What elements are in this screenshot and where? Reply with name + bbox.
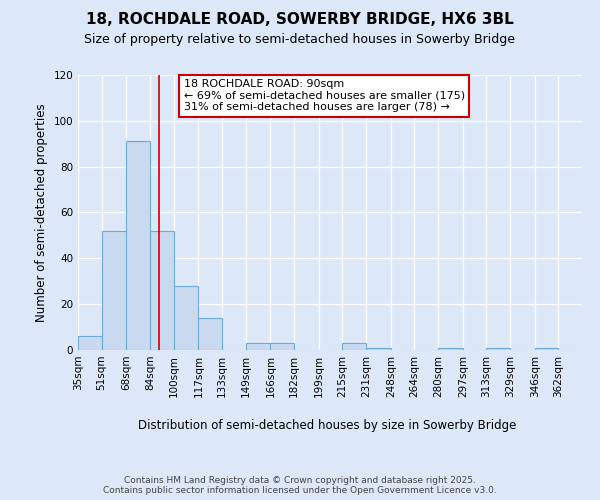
Bar [271, 343, 294, 350]
Y-axis label: Number of semi-detached properties: Number of semi-detached properties [35, 103, 48, 322]
Bar [535, 348, 559, 350]
Bar [366, 348, 391, 350]
Bar [78, 336, 101, 350]
Bar [245, 343, 271, 350]
Bar [150, 231, 173, 350]
Bar [101, 231, 127, 350]
Text: Distribution of semi-detached houses by size in Sowerby Bridge: Distribution of semi-detached houses by … [138, 420, 516, 432]
Text: Contains HM Land Registry data © Crown copyright and database right 2025.
Contai: Contains HM Land Registry data © Crown c… [103, 476, 497, 495]
Bar [487, 348, 510, 350]
Bar [343, 343, 366, 350]
Bar [438, 348, 463, 350]
Bar [127, 142, 150, 350]
Text: 18, ROCHDALE ROAD, SOWERBY BRIDGE, HX6 3BL: 18, ROCHDALE ROAD, SOWERBY BRIDGE, HX6 3… [86, 12, 514, 28]
Bar [173, 286, 199, 350]
Bar [199, 318, 222, 350]
Text: Size of property relative to semi-detached houses in Sowerby Bridge: Size of property relative to semi-detach… [85, 32, 515, 46]
Text: 18 ROCHDALE ROAD: 90sqm
← 69% of semi-detached houses are smaller (175)
31% of s: 18 ROCHDALE ROAD: 90sqm ← 69% of semi-de… [184, 79, 465, 112]
